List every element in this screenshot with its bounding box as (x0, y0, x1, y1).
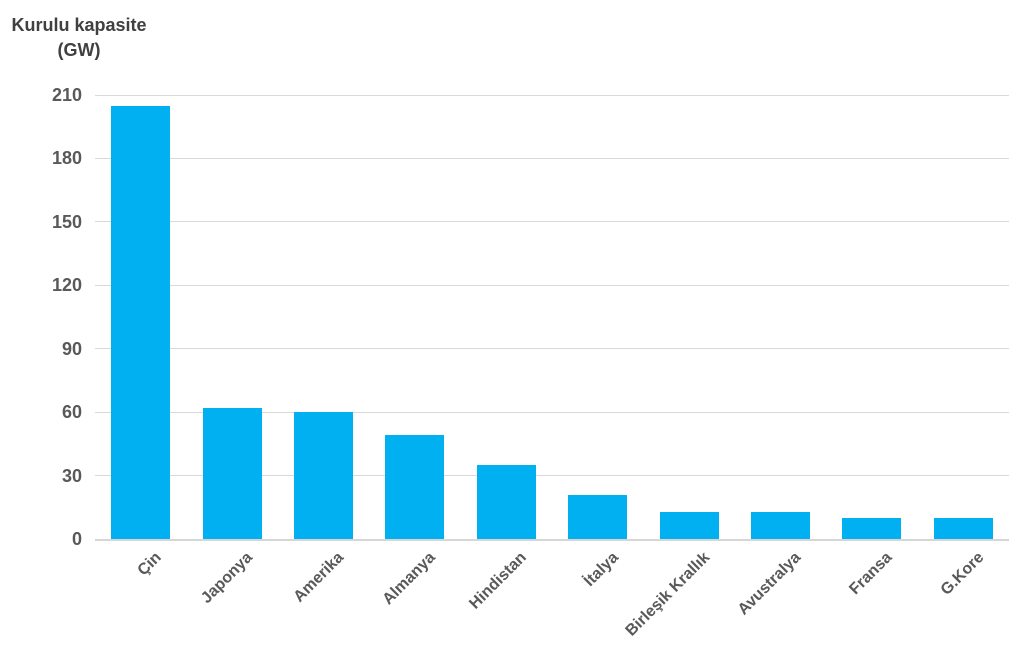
bar (202, 407, 262, 539)
y-tick-label: 210 (51, 85, 82, 105)
y-tick-label: 150 (51, 211, 82, 232)
bar (751, 511, 810, 539)
x-category-label-text: Hindistan (466, 549, 531, 613)
x-category-label-text: Avustralya (735, 549, 805, 619)
x-category-label-text: G.Kore (937, 549, 988, 599)
x-category-label-text: Çin (134, 549, 165, 580)
gridline (95, 94, 1009, 96)
gridline (95, 348, 1009, 350)
y-tick-label: 60 (61, 402, 82, 423)
x-category-label-text: Fransa (846, 549, 896, 599)
bar (385, 435, 445, 539)
y-tick-label: 120 (51, 275, 82, 296)
x-axis-line (95, 538, 1009, 541)
y-tick-label: 180 (51, 148, 82, 169)
gridline (95, 475, 1009, 477)
y-axis-title-line2: (GW) (57, 40, 101, 60)
y-tick-label: 30 (61, 465, 82, 486)
bar (111, 105, 171, 539)
x-category-label-text: Birleşik Krallık (622, 549, 714, 640)
gridline (95, 411, 1009, 413)
bar (476, 465, 536, 539)
x-category-label-text: Amerika (290, 549, 348, 606)
gridline (95, 284, 1009, 286)
gridline (95, 221, 1009, 223)
bar (933, 517, 993, 539)
bar (659, 511, 719, 539)
x-category-label-text: Almanya (379, 549, 439, 609)
x-category-label-text: İtalya (580, 549, 622, 590)
y-axis-title: Kurulu kapasite (GW) (5, 13, 153, 63)
bar (842, 517, 902, 539)
y-axis-title-line1: Kurulu kapasite (11, 15, 147, 35)
x-category-label-text: Japonya (198, 549, 257, 607)
bar (568, 494, 628, 539)
y-tick-label: 0 (71, 529, 82, 549)
bar (294, 412, 353, 539)
y-tick-label: 90 (61, 338, 82, 359)
gridline (95, 157, 1009, 159)
